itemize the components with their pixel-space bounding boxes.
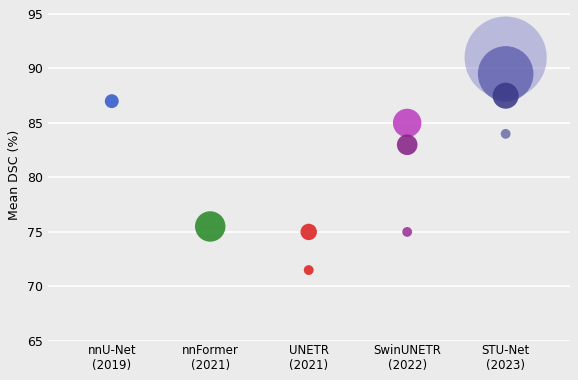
Point [107, 98, 116, 104]
Point [402, 120, 412, 126]
Point [402, 229, 412, 235]
Point [304, 229, 313, 235]
Point [501, 55, 510, 61]
Point [501, 71, 510, 77]
Point [206, 223, 215, 230]
Point [304, 267, 313, 273]
Y-axis label: Mean DSC (%): Mean DSC (%) [8, 130, 21, 220]
Point [501, 131, 510, 137]
Point [402, 142, 412, 148]
Point [501, 93, 510, 99]
